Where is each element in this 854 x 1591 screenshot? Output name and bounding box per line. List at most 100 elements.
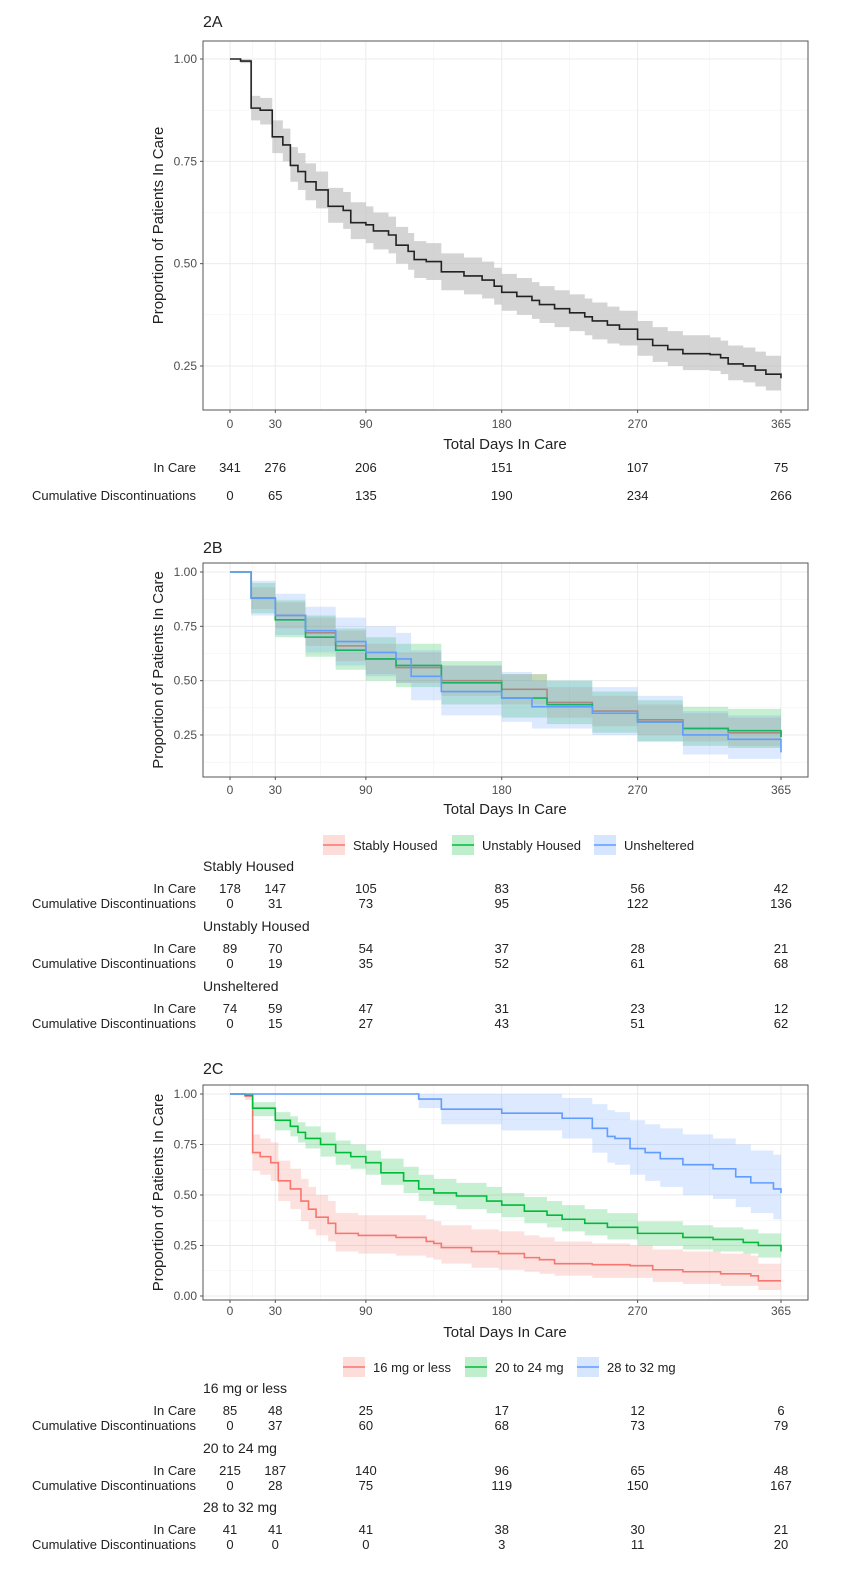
risk-table-cell: 12 bbox=[774, 1001, 788, 1016]
risk-table-cell: 60 bbox=[359, 1418, 373, 1433]
risk-table-cell: 140 bbox=[355, 1463, 377, 1478]
risk-table-cell: 21 bbox=[774, 1522, 788, 1537]
y-tick-label: 1.00 bbox=[174, 565, 198, 579]
risk-table-cell: 11 bbox=[631, 1537, 645, 1552]
risk-table-row-label: Cumulative Discontinuations bbox=[32, 1418, 197, 1433]
x-axis-title: Total Days In Care bbox=[443, 436, 566, 453]
risk-table-cell: 341 bbox=[219, 460, 241, 475]
x-tick-label: 270 bbox=[628, 417, 648, 431]
x-tick-label: 365 bbox=[771, 1304, 791, 1318]
y-tick-label: 0.50 bbox=[174, 1188, 198, 1202]
risk-table-cell: 178 bbox=[219, 881, 241, 896]
risk-table-row-label: In Care bbox=[153, 1001, 196, 1016]
risk-table-cell: 17 bbox=[494, 1403, 508, 1418]
risk-table-cell: 20 bbox=[774, 1537, 788, 1552]
plot-background bbox=[203, 563, 808, 777]
risk-table-cell: 75 bbox=[359, 1478, 373, 1493]
risk-table-cell: 0 bbox=[226, 1016, 233, 1031]
risk-table-cell: 0 bbox=[226, 488, 233, 503]
risk-table-row-label: Cumulative Discontinuations bbox=[32, 1537, 197, 1552]
x-axis-title: Total Days In Care bbox=[443, 1324, 566, 1341]
risk-table-cell: 122 bbox=[627, 896, 649, 911]
confidence-band-unstably-housed bbox=[230, 572, 781, 755]
risk-table-cell: 31 bbox=[268, 896, 282, 911]
risk-table-row-label: Cumulative Discontinuations bbox=[32, 1478, 197, 1493]
risk-table-cell: 215 bbox=[219, 1463, 241, 1478]
risk-table-cell: 30 bbox=[630, 1522, 644, 1537]
legend-label: 16 mg or less bbox=[373, 1360, 452, 1375]
risk-table-cell: 266 bbox=[770, 488, 792, 503]
risk-table-cell: 0 bbox=[226, 896, 233, 911]
risk-table-cell: 41 bbox=[268, 1522, 282, 1537]
risk-table-cell: 42 bbox=[774, 881, 788, 896]
risk-table-cell: 38 bbox=[494, 1522, 508, 1537]
y-tick-label: 1.00 bbox=[174, 1087, 198, 1101]
x-tick-label: 180 bbox=[492, 1304, 512, 1318]
risk-table-cell: 96 bbox=[494, 1463, 508, 1478]
confidence-band-20-to-24-mg bbox=[230, 1094, 781, 1262]
risk-table-cell: 37 bbox=[494, 941, 508, 956]
y-tick-label: 0.75 bbox=[174, 154, 198, 168]
x-tick-label: 270 bbox=[628, 783, 648, 797]
x-tick-label: 90 bbox=[359, 783, 373, 797]
y-tick-label: 0.25 bbox=[174, 359, 198, 373]
risk-table-cell: 70 bbox=[268, 941, 282, 956]
risk-table-row-label: In Care bbox=[153, 881, 196, 896]
x-tick-label: 180 bbox=[492, 783, 512, 797]
risk-table-row-label: In Care bbox=[153, 1403, 196, 1418]
risk-table-cell: 21 bbox=[774, 941, 788, 956]
risk-table-cell: 150 bbox=[627, 1478, 649, 1493]
y-axis-title: Proportion of Patients In Care bbox=[150, 127, 167, 325]
plot-border bbox=[202, 40, 809, 411]
x-axis-title: Total Days In Care bbox=[443, 801, 566, 818]
risk-table-cell: 135 bbox=[355, 488, 377, 503]
x-tick-label: 365 bbox=[771, 417, 791, 431]
risk-table-cell: 31 bbox=[494, 1001, 508, 1016]
risk-table-row-label: Cumulative Discontinuations bbox=[32, 956, 197, 971]
x-tick-label: 365 bbox=[771, 783, 791, 797]
risk-table-cell: 41 bbox=[359, 1522, 373, 1537]
y-tick-label: 0.75 bbox=[174, 1138, 198, 1152]
y-tick-label: 0.25 bbox=[174, 1239, 198, 1253]
risk-table-row-label: In Care bbox=[153, 460, 196, 475]
risk-table-group-title: Unstably Housed bbox=[203, 918, 310, 934]
legend-label: Unsheltered bbox=[624, 838, 694, 853]
risk-table-cell: 234 bbox=[627, 488, 649, 503]
x-tick-label: 0 bbox=[227, 783, 234, 797]
risk-table-group-title: 20 to 24 mg bbox=[203, 1440, 277, 1456]
risk-table-cell: 187 bbox=[264, 1463, 286, 1478]
risk-table-cell: 75 bbox=[774, 460, 788, 475]
risk-table-cell: 151 bbox=[491, 460, 513, 475]
risk-table-cell: 83 bbox=[494, 881, 508, 896]
risk-table-cell: 65 bbox=[630, 1463, 644, 1478]
risk-table-cell: 61 bbox=[630, 956, 644, 971]
risk-table-group-title: Unsheltered bbox=[203, 978, 279, 994]
risk-table-cell: 19 bbox=[268, 956, 282, 971]
risk-table-cell: 190 bbox=[491, 488, 513, 503]
risk-table-cell: 0 bbox=[226, 956, 233, 971]
risk-table-cell: 48 bbox=[774, 1463, 788, 1478]
risk-table-cell: 37 bbox=[268, 1418, 282, 1433]
risk-table-cell: 147 bbox=[264, 881, 286, 896]
survival-line-20-to-24-mg bbox=[230, 1093, 782, 1252]
x-tick-label: 180 bbox=[492, 417, 512, 431]
risk-table-cell: 89 bbox=[223, 941, 237, 956]
risk-table-cell: 85 bbox=[223, 1403, 237, 1418]
y-axis-title: Proportion of Patients In Care bbox=[150, 1094, 167, 1292]
risk-table-group-title: Stably Housed bbox=[203, 858, 294, 874]
risk-table-row-label: In Care bbox=[153, 941, 196, 956]
risk-table-cell: 23 bbox=[630, 1001, 644, 1016]
plot-border bbox=[202, 1084, 809, 1301]
risk-table-group-title: 16 mg or less bbox=[203, 1380, 287, 1396]
risk-table-cell: 51 bbox=[630, 1016, 644, 1031]
risk-table-cell: 35 bbox=[359, 956, 373, 971]
x-tick-label: 0 bbox=[227, 417, 234, 431]
confidence-band-stably-housed bbox=[230, 572, 781, 751]
y-tick-label: 0.00 bbox=[174, 1289, 198, 1303]
x-tick-label: 30 bbox=[269, 417, 283, 431]
risk-table-cell: 41 bbox=[223, 1522, 237, 1537]
risk-table-cell: 136 bbox=[770, 896, 792, 911]
confidence-band-28-to-32-mg bbox=[230, 1094, 781, 1224]
risk-table-group-title: 28 to 32 mg bbox=[203, 1499, 277, 1515]
